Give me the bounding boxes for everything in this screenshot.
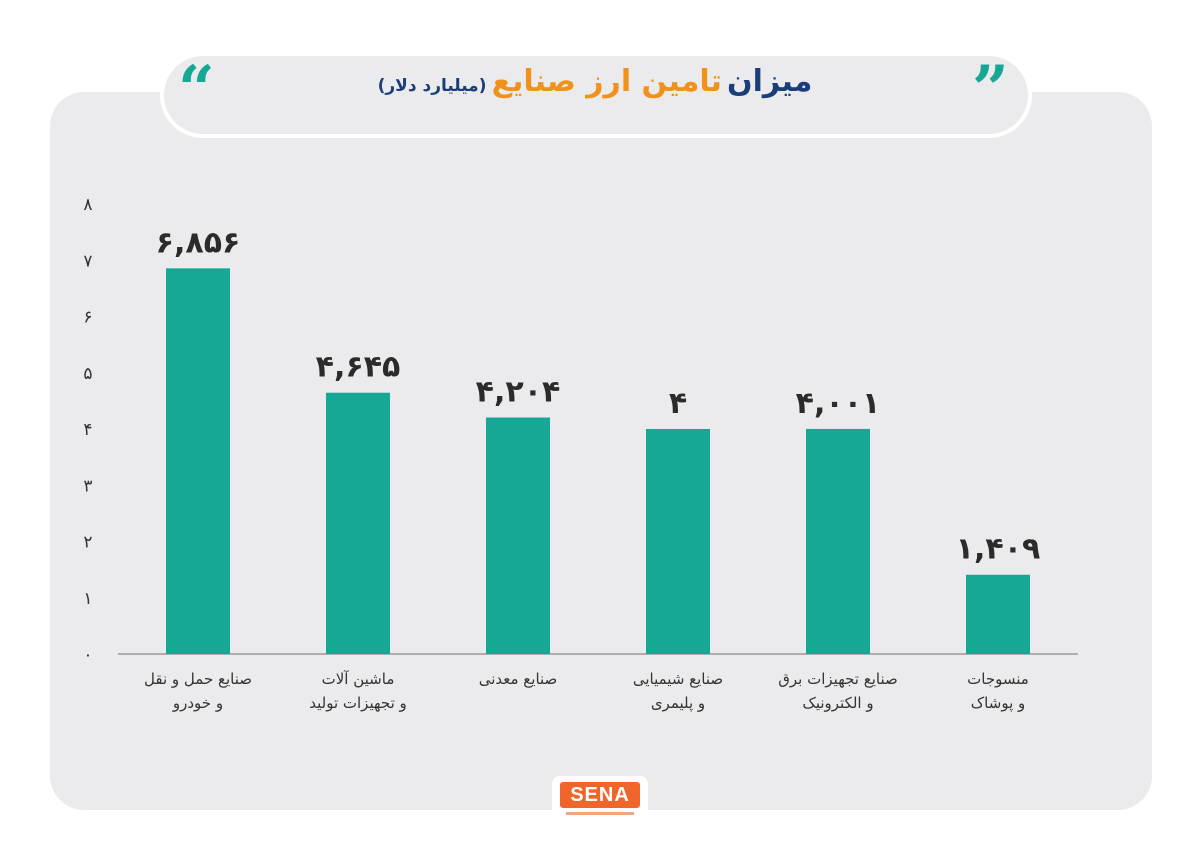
title-accent: تامین ارز صنایع: [491, 64, 722, 99]
data-label: ۴,۰۰۱: [796, 386, 881, 421]
title-banner: [160, 52, 1032, 138]
y-tick-label: ۶: [83, 308, 92, 328]
data-label: ۴,۶۴۵: [316, 350, 401, 385]
sena-logo: SENA: [552, 776, 648, 822]
bar: [806, 428, 870, 654]
title-unit: (میلیارد دلار): [377, 76, 487, 96]
y-tick-label: ۰: [83, 645, 92, 665]
y-tick-label: ۸: [83, 195, 92, 215]
data-label: ۶,۸۵۶: [156, 225, 241, 260]
chart-panel: [50, 92, 1152, 810]
logo-underline: [566, 812, 634, 815]
bar: [646, 429, 710, 654]
y-tick-label: ۱: [83, 589, 92, 609]
category-label: و الکترونیک: [802, 694, 873, 712]
logo-text: SENA: [560, 782, 640, 808]
category-label: و پلیمری: [651, 694, 705, 713]
category-label: و تجهیزات تولید: [309, 694, 407, 712]
bar: [486, 417, 550, 654]
y-tick-label: ۴: [83, 420, 92, 440]
category-label: منسوجات: [967, 670, 1029, 688]
quote-open-icon: “: [178, 52, 215, 127]
category-label: و خودرو: [172, 694, 223, 712]
bar: [966, 574, 1030, 654]
category-label: صنایع تجهیزات برق: [778, 670, 897, 688]
y-tick-label: ۵: [83, 364, 92, 384]
category-label: و پوشاک: [971, 694, 1026, 713]
category-label: صنایع معدنی: [479, 670, 558, 688]
y-tick-label: ۳: [83, 476, 92, 496]
category-label: صنایع شیمیایی: [633, 670, 723, 688]
data-label: ۴,۲۰۴: [476, 375, 561, 410]
bar: [326, 392, 390, 654]
title-main: میزان: [727, 64, 813, 99]
data-label: ۴: [669, 386, 687, 421]
y-tick-label: ۷: [83, 251, 92, 271]
y-tick-label: ۲: [83, 533, 92, 553]
bar: [166, 268, 230, 654]
category-label: صنایع حمل و نقل: [144, 670, 252, 688]
chart-title: میزان تامین ارز صنایع (میلیارد دلار): [200, 64, 990, 99]
quote-close-icon: ”: [972, 52, 1009, 127]
data-label: ۱,۴۰۹: [956, 532, 1041, 567]
category-label: ماشین آلات: [322, 670, 395, 688]
